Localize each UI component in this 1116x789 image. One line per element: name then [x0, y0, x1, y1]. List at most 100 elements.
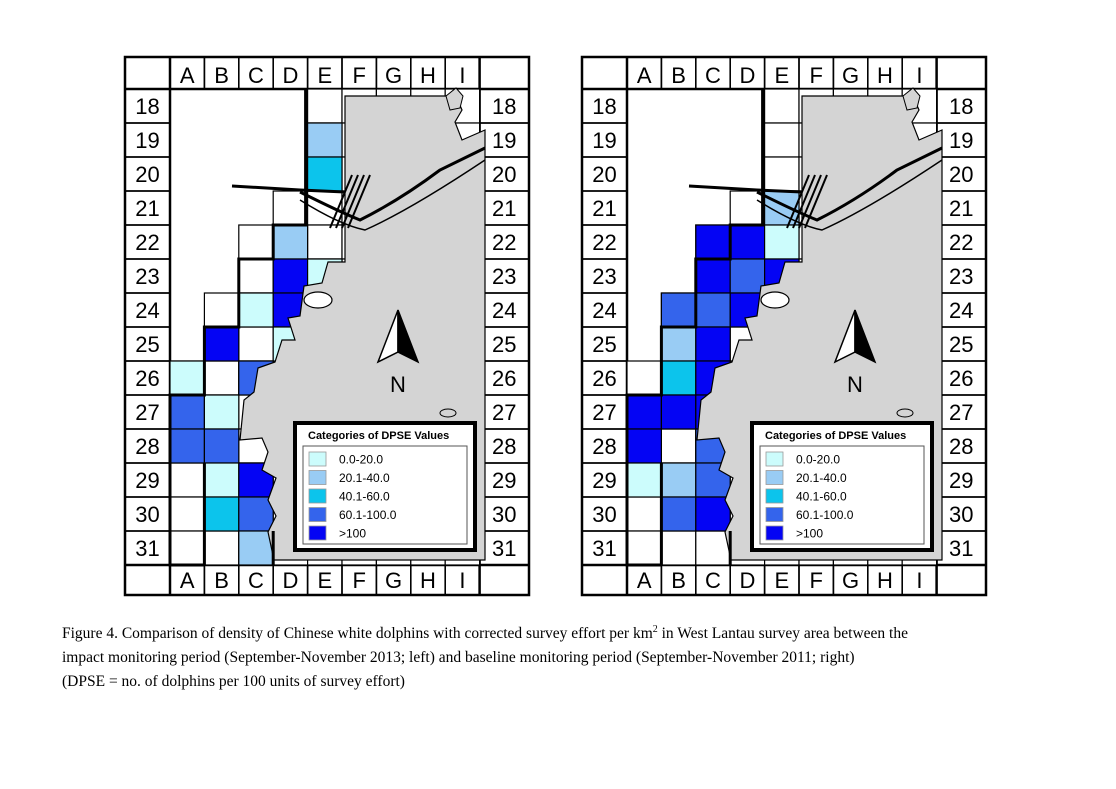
- col-label-top: E: [317, 63, 332, 88]
- col-label-bottom: F: [352, 568, 365, 593]
- north-arrow-icon: [376, 309, 420, 364]
- legend-title: Categories of DPSE Values: [765, 430, 906, 442]
- caption-line-1: Figure 4. Comparison of density of Chine…: [62, 624, 908, 643]
- row-label-left: 22: [135, 230, 159, 255]
- density-cell-B29: [203, 462, 240, 498]
- row-label-left: 18: [592, 94, 616, 119]
- density-cell-B28: [203, 428, 240, 464]
- row-label-left: 27: [135, 400, 159, 425]
- density-cell-C23: [695, 258, 731, 294]
- row-label-right: 28: [949, 434, 973, 459]
- col-label-top: H: [877, 63, 893, 88]
- density-cell-B30: [660, 496, 697, 532]
- col-label-bottom: C: [705, 568, 721, 593]
- col-label-bottom: E: [317, 568, 332, 593]
- row-label-left: 19: [135, 128, 159, 153]
- row-label-right: 28: [492, 434, 516, 459]
- row-label-right: 29: [949, 468, 973, 493]
- row-label-right: 21: [949, 196, 973, 221]
- row-label-right: 23: [492, 264, 516, 289]
- density-cell-A29: [626, 462, 663, 498]
- row-label-left: 23: [592, 264, 616, 289]
- row-label-right: 20: [949, 162, 973, 187]
- row-label-right: 24: [949, 298, 973, 323]
- map-impact-2013: 18 18 19 19 20 20 21 21 22 22 23 23 24 24 25 25 26 26 27 27…: [123, 55, 531, 597]
- legend-label: 40.1-60.0: [796, 490, 847, 504]
- row-label-right: 18: [949, 94, 973, 119]
- density-cell-C29: [695, 462, 731, 498]
- row-label-right: 23: [949, 264, 973, 289]
- density-cell-C31: [238, 530, 274, 566]
- col-label-bottom: G: [385, 568, 402, 593]
- row-label-right: 27: [492, 400, 516, 425]
- density-cell-C24: [695, 292, 731, 328]
- density-cell-E19: [307, 122, 343, 158]
- legend-swatch: [765, 488, 784, 504]
- legend-swatch: [765, 451, 784, 467]
- col-label-bottom: I: [916, 568, 922, 593]
- caption-line-2: impact monitoring period (September-Nove…: [62, 649, 855, 667]
- col-label-bottom: A: [180, 568, 195, 593]
- row-label-right: 19: [492, 128, 516, 153]
- row-label-right: 31: [492, 536, 516, 561]
- row-label-left: 24: [592, 298, 616, 323]
- density-cell-A28: [169, 428, 206, 464]
- col-label-top: I: [459, 63, 465, 88]
- col-label-top: B: [214, 63, 229, 88]
- row-label-left: 23: [135, 264, 159, 289]
- legend: Categories of DPSE Values 0.0-20.0 20.1-40…: [750, 421, 934, 552]
- density-cell-D22: [272, 224, 309, 260]
- legend-swatch: [308, 451, 327, 467]
- map-baseline-2011: 18 18 19 19 20 20 21 21 22 22 23 23 24 24 25 25 26 26 27 27…: [580, 55, 988, 597]
- col-label-bottom: G: [842, 568, 859, 593]
- row-label-left: 21: [592, 196, 616, 221]
- col-label-top: C: [705, 63, 721, 88]
- density-cell-E20: [307, 156, 343, 192]
- col-label-top: F: [352, 63, 365, 88]
- row-label-left: 25: [135, 332, 159, 357]
- col-label-bottom: E: [774, 568, 789, 593]
- density-cell-C30: [695, 496, 731, 532]
- legend-label: 40.1-60.0: [339, 490, 390, 504]
- density-cell-B29: [660, 462, 697, 498]
- density-cell-D23: [729, 258, 766, 294]
- density-cell-A28: [626, 428, 663, 464]
- row-label-left: 25: [592, 332, 616, 357]
- legend-label: 20.1-40.0: [339, 471, 390, 485]
- row-label-right: 30: [949, 502, 973, 527]
- col-label-bottom: B: [214, 568, 229, 593]
- north-arrow-icon: [833, 309, 877, 364]
- density-cell-A27: [169, 394, 206, 430]
- row-label-left: 30: [592, 502, 616, 527]
- legend-label: 0.0-20.0: [796, 453, 840, 467]
- density-cell-B24: [660, 292, 697, 328]
- row-label-right: 21: [492, 196, 516, 221]
- legend-label: 20.1-40.0: [796, 471, 847, 485]
- col-label-top: G: [842, 63, 859, 88]
- row-label-right: 25: [949, 332, 973, 357]
- figure-caption: Figure 4. Comparison of density of Chine…: [62, 618, 1072, 694]
- density-cell-B25: [660, 326, 697, 362]
- row-label-left: 28: [135, 434, 159, 459]
- col-label-bottom: H: [420, 568, 436, 593]
- row-label-left: 20: [592, 162, 616, 187]
- row-label-right: 18: [492, 94, 516, 119]
- row-label-right: 26: [492, 366, 516, 391]
- col-label-top: H: [420, 63, 436, 88]
- density-cell-B27: [660, 394, 697, 430]
- legend-swatch: [308, 470, 327, 485]
- col-label-top: F: [809, 63, 822, 88]
- col-label-top: E: [774, 63, 789, 88]
- row-label-left: 26: [135, 366, 159, 391]
- legend-label: 60.1-100.0: [339, 508, 397, 522]
- bridge-line: [231, 184, 346, 194]
- row-label-right: 22: [949, 230, 973, 255]
- legend-swatch: [308, 525, 327, 541]
- legend: Categories of DPSE Values 0.0-20.0 20.1-40…: [293, 421, 477, 552]
- density-cell-D22: [729, 224, 766, 260]
- col-label-top: C: [248, 63, 264, 88]
- row-label-right: 29: [492, 468, 516, 493]
- survey-boundary: [168, 89, 308, 567]
- col-label-top: A: [637, 63, 652, 88]
- col-label-top: B: [671, 63, 686, 88]
